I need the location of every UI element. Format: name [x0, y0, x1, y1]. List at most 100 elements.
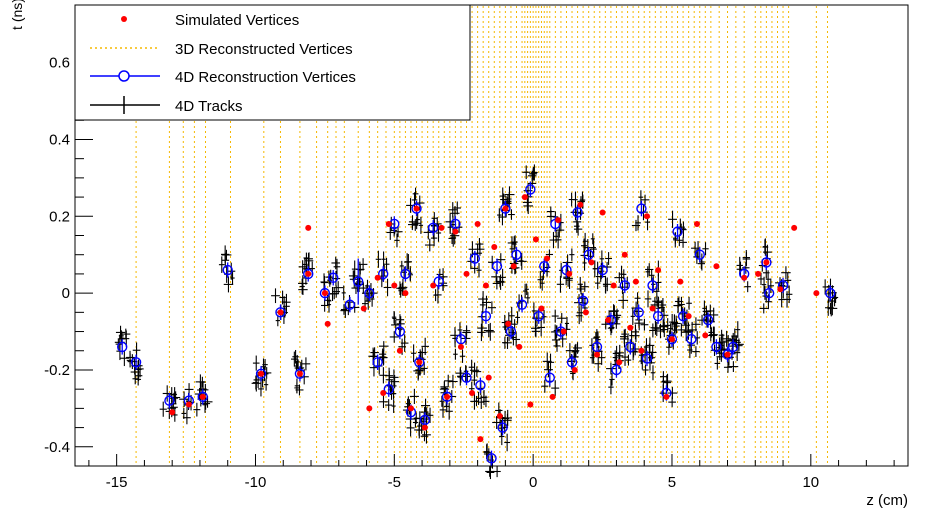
- reco4d-vertex: [525, 184, 536, 195]
- simulated-vertex: [516, 343, 523, 350]
- simulated-vertex: [402, 290, 409, 297]
- legend: Simulated Vertices 3D Reconstructed Vert…: [74, 4, 471, 121]
- reco4d-vertex-points: [117, 181, 836, 466]
- simulated-vertex: [482, 282, 489, 289]
- simulated-vertex: [594, 351, 601, 358]
- reco4d-vertex: [222, 264, 233, 276]
- simulated-vertex: [685, 313, 692, 320]
- reco4d-vertex: [686, 334, 697, 345]
- simulated-vertex: [469, 390, 476, 397]
- simulated-vertex: [305, 270, 312, 277]
- simulated-vertex: [532, 236, 539, 243]
- simulated-vertex: [544, 255, 551, 262]
- reco4d-vertex: [427, 222, 439, 234]
- reco4d-vertex: [633, 307, 644, 318]
- reco4d-vertex: [383, 383, 394, 395]
- x-tick-label: 5: [668, 474, 676, 491]
- reco4d-vertex: [450, 218, 461, 230]
- legend-box: [74, 4, 471, 121]
- simulated-vertex: [527, 401, 534, 408]
- reco4d-vertex: [475, 380, 486, 391]
- reco4d-vertex: [486, 453, 497, 464]
- reco4d-vertex: [544, 372, 556, 383]
- reco4d-vertex: [469, 253, 481, 264]
- legend-label-reco3d: 3D Reconstructed Vertices: [175, 41, 353, 58]
- simulated-vertex: [560, 328, 567, 335]
- simulated-vertex: [385, 220, 392, 227]
- reco4d-vertex: [255, 368, 267, 379]
- simulated-vertex: [677, 278, 684, 285]
- reco4d-vertex: [433, 276, 444, 287]
- reco4d-vertex: [505, 326, 517, 337]
- y-tick-label: 0: [62, 285, 70, 302]
- simulated-vertex: [555, 217, 562, 224]
- reco4d-vertex: [461, 372, 472, 383]
- legend-label-reco4d: 4D Reconstruction Vertices: [175, 69, 356, 86]
- x-axis-label: z (cm): [866, 492, 908, 509]
- simulated-vertex: [566, 270, 573, 277]
- simulated-vertex: [324, 320, 331, 327]
- legend-entry-reco4d: 4D Reconstruction Vertices: [90, 69, 356, 86]
- simulated-vertex: [627, 324, 634, 331]
- axes: -15 -10 -5 0 5 10 -0.4 -0.2 0 0.2 0.4 0.6: [44, 4, 909, 491]
- legend-marker-reco4d-circle: [118, 70, 130, 82]
- simulated-vertex: [199, 393, 206, 400]
- y-tick-label: 0.2: [49, 208, 70, 225]
- simulated-vertex: [496, 413, 503, 420]
- simulated-vertex: [549, 393, 556, 400]
- simulated-vertex: [258, 370, 265, 377]
- reco4d-vertex: [344, 299, 356, 310]
- simulated-vertex: [277, 309, 284, 316]
- x-tick-label: -10: [245, 474, 267, 491]
- reco4d-vertex: [611, 364, 622, 376]
- reco4d-vertex: [511, 249, 522, 260]
- reco4d-vertex: [652, 310, 664, 322]
- simulated-vertex: [463, 270, 470, 277]
- reco4d-vertex: [572, 207, 583, 218]
- reco4d-vertex: [497, 422, 508, 433]
- reco4d-vertex: [164, 395, 175, 406]
- legend-entry-reco3d: 3D Reconstructed Vertices: [90, 41, 353, 58]
- simulated-vertex: [621, 251, 628, 258]
- simulated-vertex: [407, 405, 414, 412]
- reco4d-vertex: [353, 276, 364, 287]
- simulated-vertex: [724, 351, 731, 358]
- reco4d-vertex: [763, 287, 775, 299]
- simulated-vertex: [777, 286, 784, 293]
- simulated-vertex: [169, 409, 176, 416]
- simulated-vertex: [452, 228, 459, 235]
- simulated-vertex: [655, 267, 662, 274]
- reco4d-vertex: [761, 257, 772, 268]
- simulated-vertex: [538, 305, 545, 312]
- simulated-vertex: [457, 343, 464, 350]
- reco4d-vertex: [197, 391, 208, 403]
- simulated-vertex-points: [169, 194, 820, 443]
- simulated-vertex: [577, 201, 584, 208]
- simulated-vertex: [668, 336, 675, 343]
- legend-label-tracks: 4D Tracks: [175, 98, 243, 115]
- reco4d-vertex: [372, 357, 383, 368]
- simulated-vertex: [643, 213, 650, 220]
- simulated-vertex: [477, 436, 484, 443]
- simulated-vertex: [610, 282, 617, 289]
- simulated-vertex: [521, 194, 528, 201]
- reco4d-vertex: [702, 314, 714, 326]
- reco4d-vertex: [619, 280, 630, 291]
- simulated-vertex: [605, 317, 612, 324]
- reco4d-vertex: [303, 268, 314, 280]
- simulated-vertex: [396, 347, 403, 354]
- reco4d-vertex: [636, 203, 647, 214]
- reco4d-vertex: [516, 299, 528, 310]
- reco4d-vertex: [455, 334, 467, 345]
- reco4d-vertex: [480, 310, 492, 322]
- simulated-vertex: [510, 263, 517, 270]
- legend-entry-simulated: Simulated Vertices: [121, 12, 299, 29]
- track-points: [114, 164, 839, 480]
- simulated-vertex: [421, 424, 428, 431]
- x-tick-label: -5: [388, 474, 401, 491]
- legend-label-simulated: Simulated Vertices: [175, 12, 299, 29]
- reco4d-vertex: [328, 272, 339, 283]
- simulated-vertex: [491, 244, 498, 251]
- simulated-vertex: [391, 282, 398, 289]
